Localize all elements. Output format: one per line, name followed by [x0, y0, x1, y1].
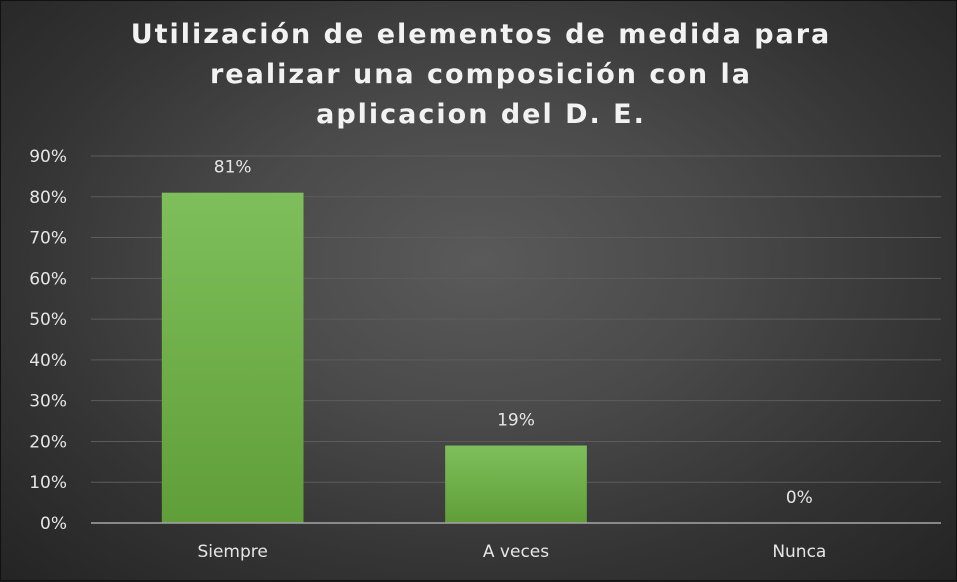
y-tick-label: 70% — [29, 229, 67, 249]
y-tick-label: 90% — [29, 147, 67, 167]
y-tick-label: 40% — [29, 351, 67, 371]
y-tick-label: 10% — [29, 473, 67, 493]
y-tick-label: 80% — [29, 188, 67, 208]
y-tick-label: 20% — [29, 432, 67, 452]
bars — [161, 192, 587, 523]
labels: 0% 10% 20% 30% 40% 50% 60% 70% 80% 90% 81% Siempre 1… — [29, 147, 826, 562]
data-label: 81% — [214, 158, 252, 178]
y-tick-label: 50% — [29, 310, 67, 330]
y-tick-label: 30% — [29, 392, 67, 412]
data-label: 0% — [786, 488, 813, 508]
bar — [445, 445, 587, 523]
bar — [161, 192, 304, 523]
x-category-label: A veces — [483, 542, 549, 562]
y-tick-label: 0% — [40, 514, 67, 534]
chart-title: Utilización de elementos de medida para … — [130, 19, 832, 130]
y-tick-label: 60% — [29, 269, 67, 289]
x-category-label: Nunca — [772, 542, 826, 562]
x-category-label: Siempre — [197, 542, 267, 562]
data-label: 19% — [497, 411, 535, 431]
